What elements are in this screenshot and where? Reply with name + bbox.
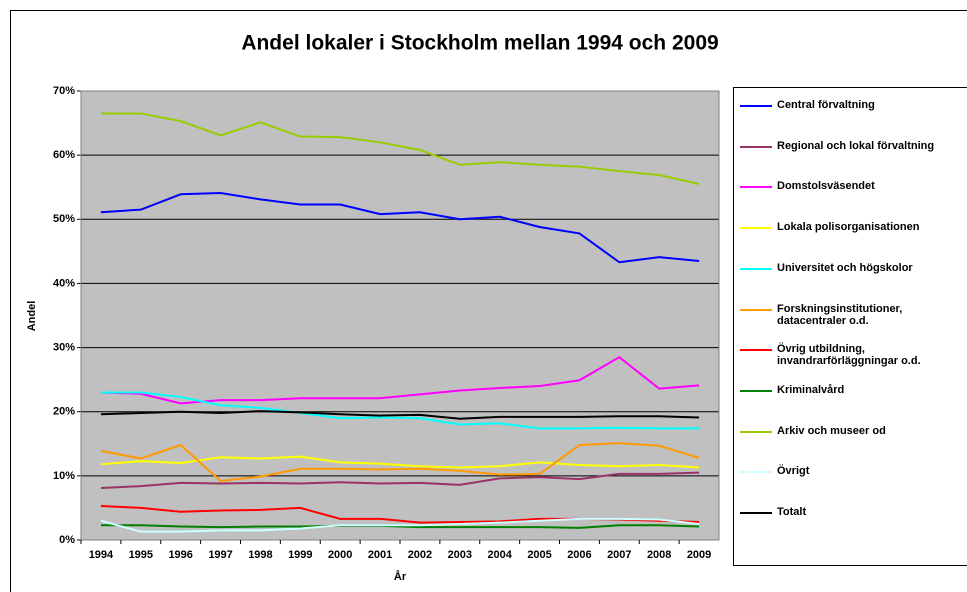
legend-swatch — [740, 512, 772, 514]
legend-entry: Kriminalvård — [740, 384, 967, 396]
x-tick-label: 1995 — [129, 549, 153, 561]
legend-entry: Domstolsväsendet — [740, 180, 967, 192]
series-line — [100, 112, 700, 185]
x-tick-label: 1998 — [248, 549, 272, 561]
legend-entry: Övrig utbildning, invandrarförläggningar… — [740, 343, 967, 367]
series-line — [100, 410, 700, 420]
legend-label: Central förvaltning — [777, 99, 875, 111]
legend-swatch — [740, 471, 772, 474]
x-tick-label: 1994 — [89, 549, 114, 561]
x-tick-label: 2005 — [527, 549, 551, 561]
legend-label: Lokala polisorganisationen — [777, 221, 920, 234]
legend-swatch — [740, 389, 772, 392]
x-tick-label: 2001 — [368, 549, 392, 561]
series-line — [100, 517, 700, 533]
y-tick-label: 60% — [53, 149, 75, 161]
legend-swatch — [740, 105, 772, 107]
legend-label: Övrig utbildning, invandrarförläggningar… — [777, 343, 921, 368]
x-tick-label: 1999 — [288, 549, 312, 561]
legend-swatch — [740, 430, 772, 433]
legend-label: Domstolsväsendet — [777, 180, 875, 193]
series-line — [100, 191, 700, 264]
y-tick-label: 70% — [53, 85, 75, 97]
plot-area — [81, 91, 719, 540]
legend-label: Regional och lokal förvaltning — [777, 139, 935, 152]
legend-entry: Totalt — [740, 506, 967, 518]
y-tick-label: 50% — [53, 213, 75, 225]
x-tick-label: 2003 — [448, 549, 472, 561]
legend-label: Arkiv och museer od — [777, 424, 886, 437]
legend-swatch — [740, 145, 772, 148]
legend-label: Forskningsinstitutioner, datacentraler o… — [777, 302, 903, 327]
legend-entry: Övrigt — [740, 465, 967, 477]
x-tick-label: 2004 — [487, 549, 512, 561]
series-line — [100, 471, 700, 490]
series-line — [100, 455, 700, 469]
legend-entry: Universitet och högskolor — [740, 262, 967, 274]
legend-entry: Forskningsinstitutioner, datacentraler o… — [740, 303, 967, 327]
series-line — [100, 442, 700, 483]
legend-entry: Central förvaltning — [740, 99, 967, 111]
y-axis-title: Andel — [26, 301, 38, 332]
x-tick-label: 1996 — [168, 549, 192, 561]
legend-swatch — [740, 267, 772, 270]
legend-swatch — [740, 186, 772, 189]
legend-label: Övrigt — [777, 465, 810, 478]
x-tick-label: 2002 — [408, 549, 432, 561]
x-tick-label: 2007 — [607, 549, 631, 561]
series-line — [100, 391, 700, 430]
y-tick-label: 20% — [53, 406, 75, 418]
y-tick-label: 10% — [53, 470, 75, 482]
legend-entry: Lokala polisorganisationen — [740, 221, 967, 233]
x-tick-label: 2006 — [567, 549, 591, 561]
legend: Central förvaltning Regional och lokal fö… — [733, 87, 967, 566]
x-tick-label: 1997 — [208, 549, 232, 561]
legend-label: Kriminalvård — [777, 383, 845, 396]
legend-swatch — [740, 227, 772, 230]
y-tick-label: 0% — [59, 534, 75, 546]
x-tick-label: 2009 — [687, 549, 711, 561]
series-line — [100, 524, 700, 529]
x-axis-title: År — [394, 570, 407, 583]
y-tick-label: 30% — [53, 341, 75, 353]
legend-label: Universitet och högskolor — [777, 261, 913, 274]
x-tick-label: 2008 — [647, 549, 671, 561]
chart-title: Andel lokaler i Stockholm mellan 1994 oc… — [241, 32, 718, 55]
legend-swatch — [740, 308, 772, 311]
x-tick-label: 2000 — [328, 549, 352, 561]
legend-label: Totalt — [777, 506, 807, 518]
y-tick-label: 40% — [53, 277, 75, 289]
legend-entry: Arkiv och museer od — [740, 425, 967, 437]
legend-entry: Regional och lokal förvaltning — [740, 140, 967, 152]
legend-swatch — [740, 349, 772, 352]
